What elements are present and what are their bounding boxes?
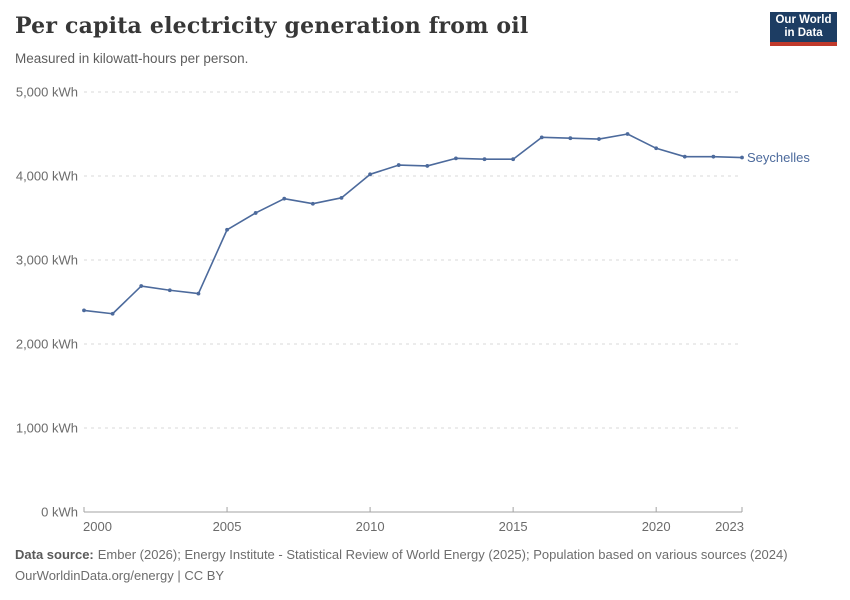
- data-point[interactable]: [539, 135, 544, 140]
- data-point[interactable]: [511, 157, 516, 162]
- y-tick-label: 5,000 kWh: [16, 85, 78, 100]
- x-tick-label: 2005: [213, 519, 242, 534]
- data-point[interactable]: [339, 195, 344, 200]
- data-point[interactable]: [568, 136, 573, 141]
- data-point[interactable]: [167, 288, 172, 293]
- data-point[interactable]: [711, 154, 716, 159]
- data-point[interactable]: [310, 201, 315, 206]
- source-line: Data source: Ember (2026); Energy Institu…: [15, 544, 835, 565]
- x-tick-label: 2000: [83, 519, 112, 534]
- data-point[interactable]: [425, 164, 430, 168]
- chart-title: Per capita electricity generation from o…: [15, 13, 529, 39]
- series-label[interactable]: Seychelles: [747, 150, 810, 165]
- chart-subtitle: Measured in kilowatt-hours per person.: [15, 51, 249, 66]
- data-point[interactable]: [225, 227, 229, 232]
- y-tick-label: 3,000 kWh: [16, 253, 78, 268]
- y-tick-label: 4,000 kWh: [16, 169, 78, 184]
- data-point[interactable]: [196, 291, 201, 296]
- source-text: Ember (2026); Energy Institute - Statist…: [97, 547, 788, 562]
- data-point[interactable]: [454, 156, 458, 161]
- logo-line-1: Our World: [775, 14, 832, 26]
- data-point[interactable]: [368, 172, 372, 177]
- x-tick-label: 2010: [356, 519, 385, 534]
- data-point[interactable]: [740, 155, 744, 160]
- x-tick-label: 2023: [715, 519, 744, 534]
- data-point[interactable]: [253, 211, 258, 215]
- data-point[interactable]: [110, 311, 115, 316]
- x-tick-label: 2020: [642, 519, 671, 534]
- data-point[interactable]: [682, 154, 687, 159]
- data-point[interactable]: [396, 163, 401, 167]
- data-point[interactable]: [139, 284, 144, 288]
- owid-logo[interactable]: Our World in Data: [770, 12, 837, 46]
- data-point[interactable]: [482, 157, 487, 162]
- data-point[interactable]: [282, 196, 287, 201]
- credit-line[interactable]: OurWorldinData.org/energy | CC BY: [15, 568, 225, 583]
- data-point[interactable]: [654, 146, 659, 151]
- source-label: Data source:: [15, 547, 94, 562]
- logo-line-2: in Data: [784, 27, 823, 39]
- y-tick-label: 1,000 kWh: [16, 421, 78, 436]
- y-tick-label: 2,000 kWh: [16, 337, 78, 352]
- y-tick-label: 0 kWh: [41, 505, 78, 520]
- data-point[interactable]: [597, 137, 601, 141]
- chart-footer: Data source: Ember (2026); Energy Institu…: [15, 544, 835, 586]
- data-point[interactable]: [82, 308, 86, 313]
- seychelles-line[interactable]: [83, 133, 743, 315]
- x-tick-label: 2015: [499, 519, 528, 534]
- data-point[interactable]: [625, 132, 630, 136]
